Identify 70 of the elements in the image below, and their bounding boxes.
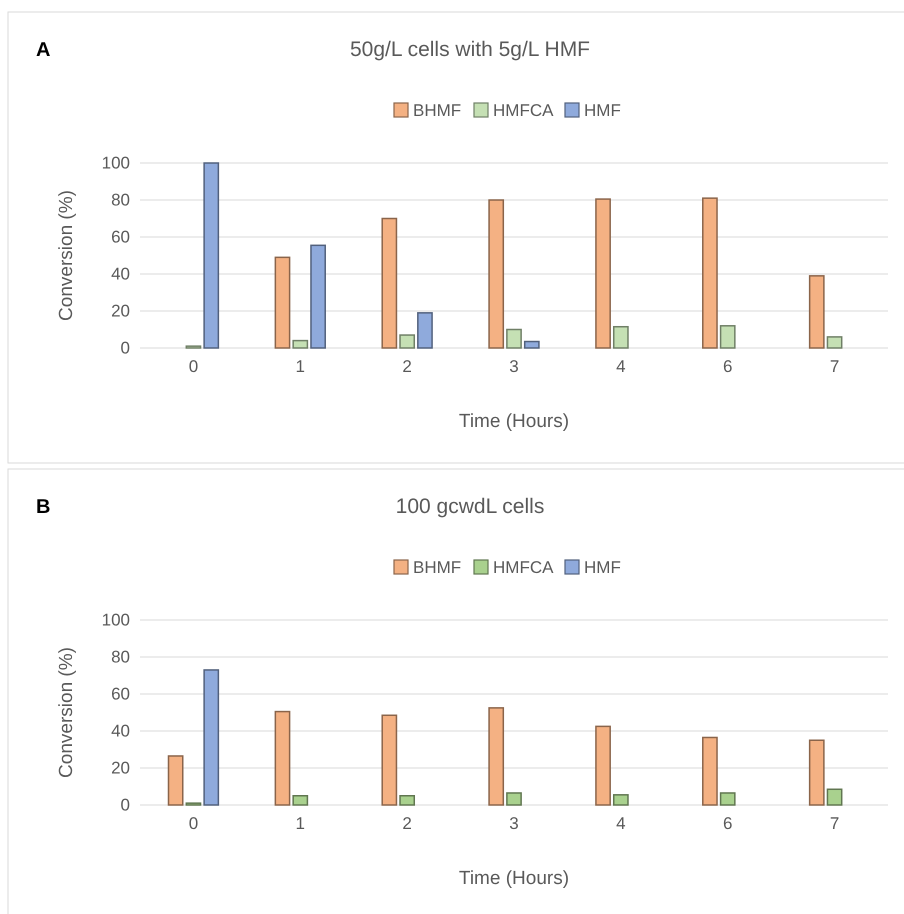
bar: [808, 740, 825, 806]
bar: [274, 710, 290, 806]
bar: [702, 197, 718, 349]
y-tick-label: 40: [111, 264, 130, 284]
x-tick-label: 1: [296, 357, 306, 376]
bar: [612, 794, 629, 806]
bar: [808, 275, 825, 349]
x-tick-label: 0: [188, 357, 198, 376]
bar: [168, 755, 184, 806]
x-tick-label: 7: [830, 814, 840, 834]
bar: [488, 199, 504, 349]
bar: [310, 244, 326, 349]
y-tick-label: 100: [102, 153, 130, 172]
text: B: [36, 496, 50, 518]
x-axis-title: Time (Hours): [458, 868, 570, 889]
bar: [524, 340, 540, 349]
bar: [399, 334, 416, 349]
bar: [506, 328, 522, 349]
bar: [292, 340, 308, 349]
legend-label: HMF: [584, 101, 621, 120]
chart-title: 50g/L cells with 5g/L HMF: [350, 38, 590, 61]
x-tick-label: 2: [402, 814, 412, 834]
legend-label: HMFCA: [493, 558, 554, 577]
x-tick-label: 3: [509, 814, 519, 834]
x-tick-label: 4: [616, 357, 626, 376]
y-tick-label: 60: [111, 684, 130, 704]
y-tick-label: 20: [111, 301, 130, 320]
bar: [399, 795, 416, 806]
legend-label: BHMF: [413, 558, 462, 577]
y-axis-title: Conversion (%): [56, 190, 77, 321]
bar: [381, 218, 398, 349]
bar: [720, 792, 736, 806]
x-tick-label: 4: [616, 814, 626, 834]
y-tick-label: 0: [120, 795, 130, 814]
x-tick-label: 1: [296, 814, 306, 834]
bar: [203, 162, 220, 349]
y-tick-label: 100: [102, 610, 130, 630]
x-axis-title: Time (Hours): [458, 411, 570, 432]
y-tick-label: 80: [111, 647, 130, 666]
y-tick-label: 80: [111, 190, 130, 210]
bar: [417, 312, 433, 349]
legend-label: BHMF: [413, 101, 462, 120]
y-tick-label: 0: [120, 338, 130, 358]
bar: [595, 726, 611, 806]
x-tick-label: 3: [509, 357, 519, 376]
bar: [702, 736, 718, 806]
bar: [612, 326, 629, 349]
legend-label: HMF: [584, 558, 621, 577]
y-axis-title: Conversion (%): [56, 647, 77, 778]
text: A: [36, 39, 50, 61]
x-tick-label: 7: [830, 357, 840, 376]
bar: [720, 325, 736, 349]
bar: [381, 714, 398, 806]
bar: [826, 788, 842, 806]
x-tick-label: 6: [722, 814, 732, 834]
legend-label: HMFCA: [493, 101, 554, 120]
bar: [488, 707, 504, 806]
bar: [595, 198, 611, 349]
bar: [826, 336, 842, 349]
y-tick-label: 60: [111, 227, 130, 246]
bar: [292, 795, 308, 806]
bar: [506, 792, 522, 806]
y-tick-label: 20: [111, 758, 130, 778]
bar: [274, 256, 290, 349]
y-tick-label: 40: [111, 721, 130, 740]
x-tick-label: 6: [722, 357, 732, 376]
x-tick-label: 0: [188, 814, 198, 834]
x-tick-label: 2: [402, 357, 412, 376]
chart-title: 100 gcwdL cells: [396, 495, 544, 518]
bar: [203, 669, 220, 806]
